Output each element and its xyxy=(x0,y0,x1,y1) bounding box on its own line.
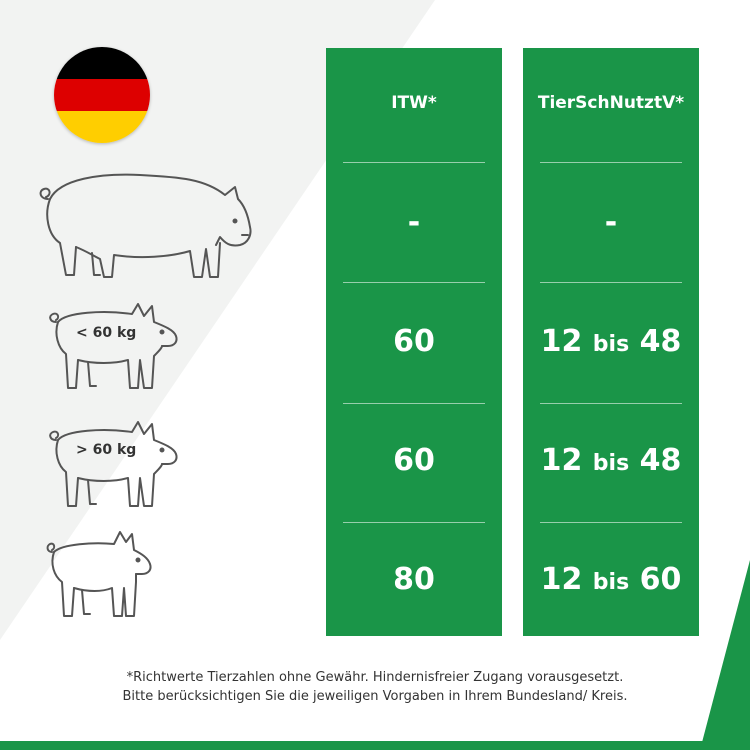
column-divider xyxy=(540,162,682,163)
range-word: bis xyxy=(592,451,630,476)
tierschnutztv-cell-row-1: - xyxy=(604,205,618,240)
column-divider xyxy=(343,522,485,523)
column-divider xyxy=(540,282,682,283)
column-divider xyxy=(343,403,485,404)
tierschnutztv-column: TierSchNutztV* - 12 bis 48 12 bis 48 12 … xyxy=(523,48,699,636)
tierschnutztv-column-header: TierSchNutztV* xyxy=(537,93,685,113)
itw-column: ITW* - 60 60 80 xyxy=(326,48,502,636)
pig-weight-label: > 60 kg xyxy=(76,442,137,458)
pig-over-60kg-icon: > 60 kg xyxy=(44,418,184,513)
piglet-icon xyxy=(44,530,159,620)
range-word: bis xyxy=(592,570,630,595)
itw-column-header: ITW* xyxy=(391,93,437,113)
bottom-accent-bar xyxy=(0,741,750,750)
pig-weight-label: < 60 kg xyxy=(76,325,137,341)
itw-cell-row-2: 60 xyxy=(393,324,435,359)
range-number: 12 xyxy=(540,443,583,478)
tierschnutztv-cell-row-4: 12 bis 60 xyxy=(523,562,699,601)
adult-pig-icon xyxy=(30,165,255,285)
footnote: *Richtwerte Tierzahlen ohne Gewähr. Hind… xyxy=(0,668,750,706)
tierschnutztv-cell-row-3: 12 bis 48 xyxy=(523,443,699,482)
range-number: 60 xyxy=(639,562,682,597)
tierschnutztv-cell-row-2: 12 bis 48 xyxy=(523,324,699,363)
column-divider xyxy=(343,162,485,163)
flag-stripe-red xyxy=(54,79,150,111)
germany-flag-icon xyxy=(54,47,150,143)
range-number: 48 xyxy=(639,443,682,478)
column-divider xyxy=(343,282,485,283)
range-number: 12 xyxy=(540,562,583,597)
range-number: 48 xyxy=(639,324,682,359)
itw-cell-row-3: 60 xyxy=(393,443,435,478)
footnote-line-2: Bitte berücksichtigen Sie die jeweiligen… xyxy=(122,689,628,704)
footnote-line-1: *Richtwerte Tierzahlen ohne Gewähr. Hind… xyxy=(126,670,624,685)
itw-cell-row-1: - xyxy=(407,205,421,240)
range-number: 12 xyxy=(540,324,583,359)
range-word: bis xyxy=(592,332,630,357)
column-divider xyxy=(540,403,682,404)
itw-cell-row-4: 80 xyxy=(393,562,435,597)
column-divider xyxy=(540,522,682,523)
pig-under-60kg-icon: < 60 kg xyxy=(44,300,184,395)
